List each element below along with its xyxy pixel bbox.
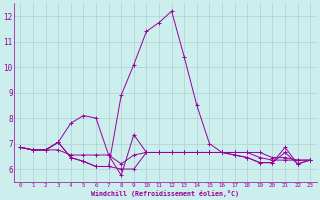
X-axis label: Windchill (Refroidissement éolien,°C): Windchill (Refroidissement éolien,°C) [91,190,239,197]
